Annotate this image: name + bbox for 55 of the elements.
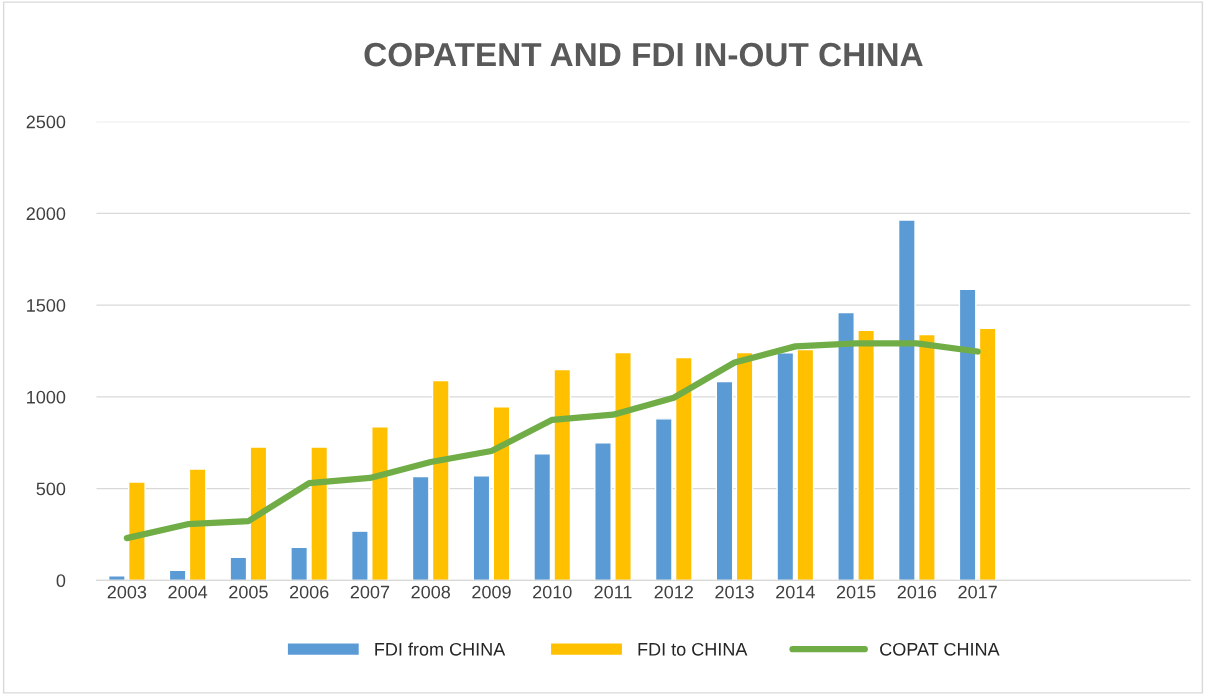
legend-label: FDI to CHINA [638, 642, 748, 656]
bar [290, 546, 309, 581]
bar [958, 288, 977, 581]
x-tick-label: 2006 [290, 585, 329, 599]
bar [533, 453, 552, 581]
bar [168, 569, 187, 581]
x-tick-label: 2016 [897, 585, 937, 599]
bar [553, 368, 572, 581]
x-tick-label: 2008 [411, 585, 451, 599]
bar [776, 352, 795, 581]
bar [431, 379, 450, 581]
x-tick-label: 2005 [229, 585, 268, 599]
bar [411, 475, 430, 581]
legend-label: COPAT CHINA [880, 642, 1000, 656]
x-tick-label: 2003 [107, 585, 147, 599]
x-tick-label: 2009 [472, 585, 511, 599]
bar [107, 575, 126, 581]
x-tick-label: 2010 [533, 585, 572, 599]
bar [472, 475, 491, 581]
bar [837, 311, 855, 581]
chart-title: COPATENT AND FDI IN-OUT CHINA [364, 42, 923, 67]
bar [127, 481, 146, 581]
x-tick-label: 2004 [168, 585, 208, 599]
bar [735, 351, 754, 581]
legend-label: FDI from CHINA [375, 642, 506, 656]
x-tick-label: 2012 [654, 585, 693, 599]
y-tick-label: 1500 [27, 299, 66, 312]
y-tick-label: 0 [56, 574, 66, 588]
bar [310, 446, 329, 581]
bar [492, 406, 511, 581]
bar [917, 333, 936, 581]
bar [594, 442, 612, 581]
x-tick-label: 2014 [776, 585, 815, 599]
bar [188, 468, 207, 581]
bar [897, 219, 916, 581]
bar [857, 329, 876, 581]
y-tick-label: 500 [36, 482, 66, 496]
bar [249, 446, 268, 581]
x-tick-label: 2011 [594, 585, 632, 599]
x-tick-label: 2017 [958, 585, 997, 599]
bar [371, 426, 389, 581]
bar [614, 351, 632, 581]
y-tick-label: 2500 [26, 115, 66, 129]
bar [978, 327, 997, 581]
bar [654, 418, 673, 581]
bar [674, 356, 693, 581]
bar [715, 380, 734, 581]
bar [351, 530, 369, 581]
bar [796, 348, 815, 581]
y-tick-label: 1000 [27, 390, 66, 404]
bar [229, 556, 248, 581]
x-tick-label: 2015 [836, 585, 876, 599]
x-tick-label: 2007 [350, 585, 390, 599]
x-tick-label: 2013 [715, 585, 754, 599]
y-tick-label: 2000 [26, 207, 66, 221]
